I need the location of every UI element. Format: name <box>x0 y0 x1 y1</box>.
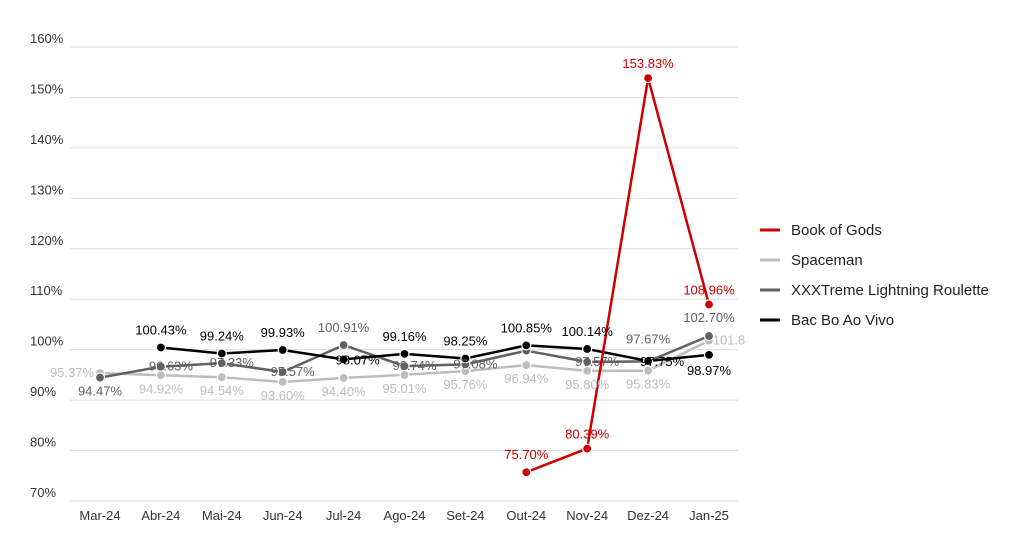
data-label: 97.67% <box>626 331 671 346</box>
x-tick-label: Set-24 <box>446 508 484 523</box>
data-point <box>338 354 349 365</box>
data-point <box>460 353 471 364</box>
data-point <box>155 361 166 372</box>
y-tick-label: 150% <box>30 81 64 96</box>
x-tick-label: Dez-24 <box>627 508 669 523</box>
legend-label: Spaceman <box>791 252 863 269</box>
y-tick-label: 110% <box>30 283 63 298</box>
data-label: 94.40% <box>322 384 367 399</box>
data-point <box>703 349 715 360</box>
data-label: 96.63% <box>149 359 194 374</box>
data-point <box>277 344 288 356</box>
data-label: 99.93% <box>261 325 306 340</box>
data-label: 98.07% <box>336 352 381 367</box>
x-tick-label: Ago-24 <box>384 508 426 523</box>
y-tick-label: 80% <box>30 435 56 450</box>
data-label: 100.43% <box>135 322 187 337</box>
data-label: 94.47% <box>78 384 123 399</box>
y-tick-label: 70% <box>30 485 56 500</box>
series-layer <box>94 73 715 478</box>
data-point <box>582 343 593 355</box>
data-point <box>338 339 349 351</box>
data-label: 95.57% <box>271 364 316 379</box>
data-point <box>338 372 349 384</box>
x-tick-label: Nov-24 <box>566 508 608 523</box>
y-tick-label: 140% <box>30 132 64 147</box>
data-point <box>216 358 227 369</box>
x-tick-label: Jul-24 <box>326 508 361 523</box>
data-label: 100.14% <box>562 324 614 339</box>
x-axis-ticks: Mar-24 Abr-24 Mai-24 Jun-24 Jul-24 Ago-24 Set-… <box>79 508 728 523</box>
x-tick-label: Jan-25 <box>689 508 729 523</box>
data-point <box>399 348 410 360</box>
y-tick-label: 90% <box>30 384 56 399</box>
data-label: 94.92% <box>139 381 184 396</box>
data-label: 153.83% <box>622 56 674 71</box>
data-label: 101.8 <box>713 333 746 348</box>
y-tick-label: 120% <box>30 233 64 248</box>
data-label: 102.70% <box>683 310 735 325</box>
data-label: 96.74% <box>392 358 437 373</box>
data-label: 99.16% <box>382 329 427 344</box>
x-tick-label: Out-24 <box>506 508 546 523</box>
x-tick-label: Abr-24 <box>141 508 180 523</box>
data-label: 97.08% <box>453 356 498 371</box>
data-point <box>155 342 166 353</box>
data-label: 97.75% <box>640 354 685 369</box>
grid-lines <box>70 46 738 502</box>
data-point <box>642 73 654 84</box>
data-label: 98.25% <box>443 333 488 348</box>
data-point <box>521 360 532 371</box>
data-label: 96.94% <box>504 371 549 386</box>
data-label: 94.54% <box>200 383 245 398</box>
data-label: 95.76% <box>443 377 488 392</box>
legend-label: Bac Bo Ao Vivo <box>791 312 894 329</box>
data-point <box>216 372 227 383</box>
data-point <box>94 372 106 383</box>
data-label: 75.70% <box>504 447 549 462</box>
legend-label: XXXTreme Lightning Roulette <box>791 282 989 299</box>
data-label: 97.57% <box>575 354 620 369</box>
x-tick-label: Jun-24 <box>263 508 303 523</box>
data-point <box>642 355 654 367</box>
data-point <box>703 299 715 310</box>
y-tick-label: 100% <box>30 334 64 349</box>
x-tick-label: Mar-24 <box>79 508 120 523</box>
data-point <box>582 443 593 454</box>
data-point <box>216 348 227 359</box>
data-label: 95.37% <box>50 365 95 380</box>
series-line <box>525 76 711 474</box>
data-point <box>277 366 288 378</box>
data-point <box>582 356 593 368</box>
x-tick-label: Mai-24 <box>202 508 242 523</box>
data-label: 98.97% <box>687 363 732 378</box>
data-point <box>521 467 532 478</box>
legend-label: Book of Gods <box>791 222 882 239</box>
y-axis-ticks: 70% 80% 90% 100% 110% 120% 130% 140% 150% 160% <box>30 31 64 500</box>
data-label: 97.33% <box>210 355 255 370</box>
data-labels-layer: 75.70% 80.39% 153.83% 108.96% 95.37% 94.92% 94… <box>50 56 745 462</box>
data-label: 95.01% <box>382 381 427 396</box>
data-label: 93.60% <box>261 388 306 403</box>
y-tick-label: 160% <box>30 31 64 46</box>
data-point <box>399 361 410 372</box>
data-label: 95.83% <box>626 377 671 392</box>
data-label: 100.85% <box>501 320 553 335</box>
data-label: 108.96% <box>683 282 735 297</box>
data-label: 99.24% <box>200 329 245 344</box>
data-point <box>521 340 532 351</box>
y-tick-label: 130% <box>30 182 64 197</box>
data-label: 80.39% <box>565 427 610 442</box>
legend: Book of Gods Spaceman XXXTreme Lightning R… <box>760 222 989 329</box>
data-label: 95.80% <box>565 377 610 392</box>
series-line <box>160 344 710 363</box>
data-point <box>277 376 288 388</box>
data-point <box>703 330 715 342</box>
data-label: 100.91% <box>318 320 370 335</box>
